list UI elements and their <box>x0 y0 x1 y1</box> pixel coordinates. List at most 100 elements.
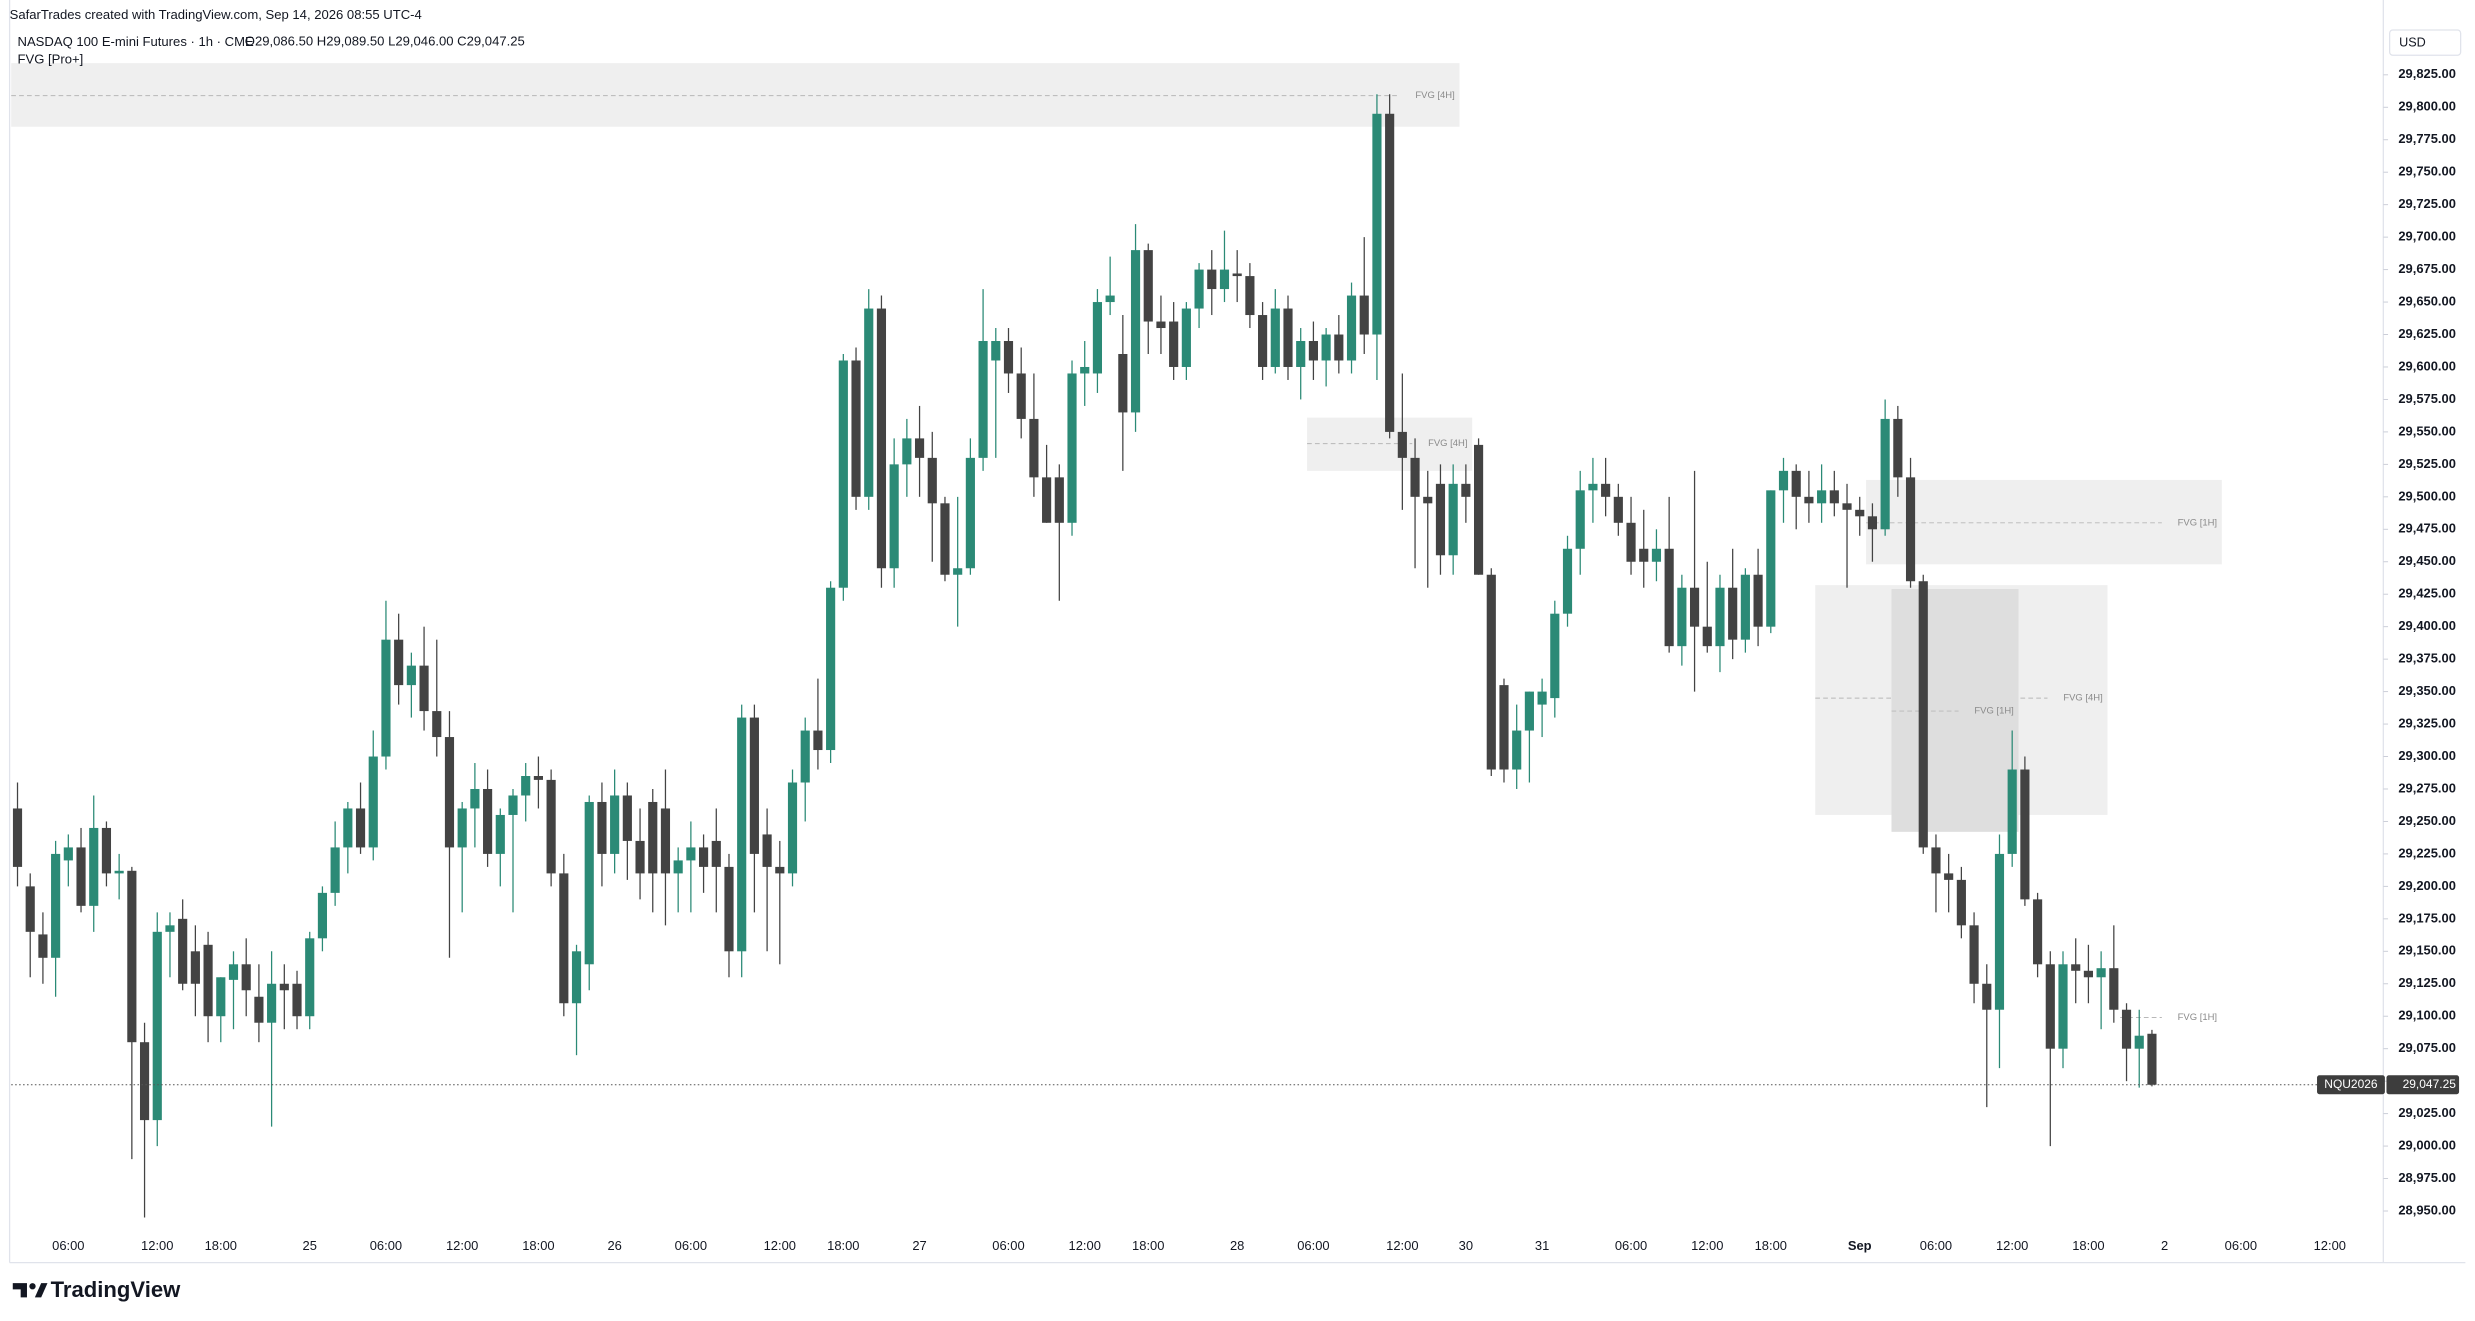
candle-body <box>1969 925 1979 984</box>
candle-body <box>1016 373 1026 419</box>
candle-body <box>1753 574 1763 627</box>
candle-body <box>1321 334 1331 361</box>
candle-body <box>1283 308 1293 367</box>
x-tick-label: 27 <box>912 1238 926 1253</box>
candle-body <box>2121 1009 2132 1049</box>
candle-body <box>698 847 709 867</box>
x-tick-label: 18:00 <box>827 1238 859 1253</box>
y-tick-label: 29,475.00 <box>2398 521 2456 536</box>
candle-body <box>1130 250 1141 413</box>
candle-body <box>444 737 455 848</box>
candle-body <box>1334 334 1344 361</box>
credit: SafarTrades created with TradingView.com… <box>10 7 422 22</box>
candle-body <box>1702 626 1712 647</box>
candle-body <box>1003 341 1014 374</box>
currency[interactable]: USD <box>2399 36 2426 50</box>
x-tick-label: 18:00 <box>1755 1238 1787 1253</box>
y-tick-label: 28,975.00 <box>2398 1170 2456 1185</box>
candle-body <box>355 808 366 848</box>
ohlc-value: 29,089.50 <box>326 34 384 49</box>
candle-body <box>1207 269 1217 290</box>
currency-box[interactable] <box>2388 29 2462 56</box>
candle-body <box>1258 315 1268 367</box>
x-tick-label: 18:00 <box>2072 1238 2104 1253</box>
candle-body <box>305 938 315 1017</box>
x-tick-label: 18:00 <box>205 1238 237 1253</box>
candle-body <box>1550 613 1560 699</box>
candle-body <box>2147 1033 2157 1085</box>
x-tick-label: 12:00 <box>1691 1238 1723 1253</box>
x-tick-label: 12:00 <box>1069 1238 1101 1253</box>
candle-body <box>1651 548 1662 562</box>
candle-body <box>368 756 378 848</box>
candle-body <box>1880 418 1890 530</box>
x-tick-label: 18:00 <box>522 1238 554 1253</box>
candle-body <box>1893 418 1903 478</box>
candle-body <box>1346 295 1357 361</box>
candle-body <box>228 964 239 980</box>
fvg-label: FVG [1H] <box>2178 1012 2217 1023</box>
candle-body <box>1715 587 1725 647</box>
candle-body <box>2058 964 2068 1049</box>
candle-body <box>1385 113 1395 432</box>
y-tick-label: 29,100.00 <box>2398 1008 2456 1023</box>
y-tick-label: 29,500.00 <box>2398 488 2456 503</box>
candle-body <box>1524 691 1534 731</box>
candle-body <box>495 814 505 854</box>
x-tick-label: Sep <box>1848 1238 1872 1253</box>
candle-body <box>1842 503 1852 510</box>
candle-body <box>559 873 569 1004</box>
candle-body <box>432 711 442 738</box>
x-tick-label: 06:00 <box>52 1238 84 1253</box>
candle-body <box>838 360 848 588</box>
candle-body <box>673 860 683 874</box>
fvg-zone <box>11 63 1460 127</box>
candle-body <box>139 1042 150 1121</box>
symbol-tag <box>2317 1075 2385 1095</box>
candle-body <box>597 801 607 854</box>
candle-body <box>800 730 810 783</box>
candle-body <box>25 886 35 932</box>
symbol-title: NASDAQ 100 E-mini Futures · 1h · CME <box>18 34 254 49</box>
candle-body <box>902 438 912 465</box>
y-tick-label: 29,000.00 <box>2398 1137 2456 1152</box>
candle-body <box>51 853 61 958</box>
candle-body <box>2033 899 2043 965</box>
candle-body <box>2096 968 2106 978</box>
ohlc-key: L <box>388 34 395 49</box>
x-tick-label: 06:00 <box>370 1238 402 1253</box>
x-tick-label: 25 <box>303 1238 317 1253</box>
x-tick-label: 06:00 <box>1920 1238 1952 1253</box>
fvg-zone <box>1866 479 2222 565</box>
candle-body <box>1296 341 1306 367</box>
candle-body <box>1143 250 1153 322</box>
candle-body <box>1474 444 1484 575</box>
candle-body <box>686 847 696 861</box>
candle-body <box>317 892 328 939</box>
x-tick-label: 2 <box>2161 1238 2168 1253</box>
fvg-label: FVG [4H] <box>1428 438 1467 449</box>
candle-body <box>216 977 226 1017</box>
ohlc-key: H <box>317 34 326 49</box>
logo-mark <box>34 1283 48 1298</box>
candle-body <box>1817 490 1827 504</box>
brand: TradingView <box>51 1277 181 1302</box>
candle-body <box>775 866 785 874</box>
x-tick-label: 06:00 <box>992 1238 1024 1253</box>
candle-body <box>2109 968 2119 1010</box>
candle-body <box>101 827 112 874</box>
candle-body <box>38 934 48 958</box>
candle-body <box>1639 548 1649 562</box>
candle-body <box>279 983 289 991</box>
y-tick-label: 29,600.00 <box>2398 358 2456 373</box>
logo-mark <box>12 1283 27 1298</box>
price-tag <box>2386 1075 2460 1095</box>
ohlc-value: 29,086.50 <box>255 34 313 49</box>
candle-body <box>1181 308 1191 367</box>
candle-body <box>254 996 264 1023</box>
candle-body <box>1537 691 1547 705</box>
candle-body <box>851 360 861 497</box>
candle-body <box>457 808 467 848</box>
candle-body <box>1118 353 1128 413</box>
ohlc-key: O <box>245 34 255 49</box>
